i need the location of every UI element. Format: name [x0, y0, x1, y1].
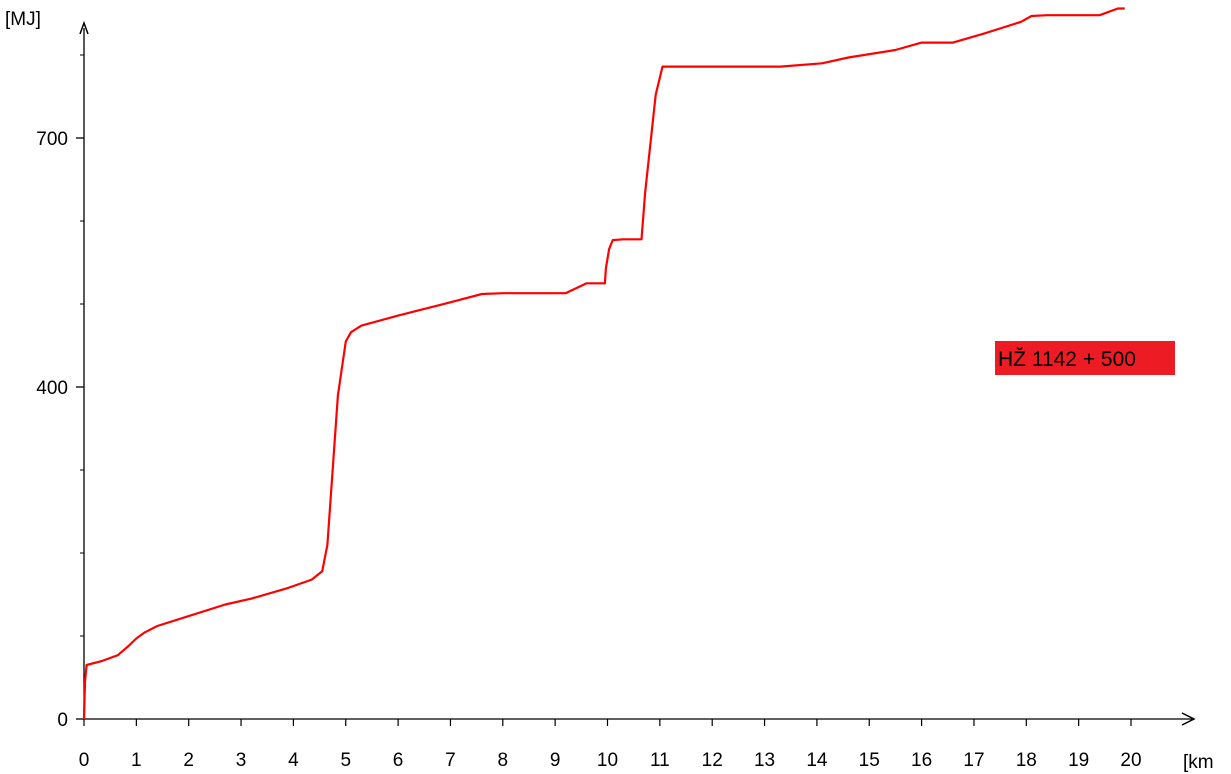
series-line: [82, 7, 1125, 720]
legend-label: HŽ 1142 + 500: [998, 348, 1136, 371]
x-tick-label: 0: [79, 750, 90, 771]
y-major-ticks: [76, 137, 84, 720]
y-tick-labels: 0 400 700: [36, 129, 68, 731]
x-tick-label: 2: [183, 750, 194, 771]
x-tick-label: 14: [806, 750, 828, 771]
x-tick-label: 15: [859, 750, 880, 771]
x-tick-label: 5: [340, 750, 351, 771]
x-tick-label: 4: [288, 750, 299, 771]
x-tick-label: 16: [911, 750, 932, 771]
x-tick-label: 8: [498, 750, 509, 771]
x-axis-arrow: [1181, 712, 1196, 726]
y-axis-unit-label: [MJ]: [5, 9, 41, 30]
y-axis-arrow: [79, 20, 89, 35]
x-tick-label: 12: [702, 750, 723, 771]
x-tick-label: 18: [1016, 750, 1037, 771]
y-tick-label: 0: [57, 710, 68, 731]
x-tick-label: 1: [131, 750, 142, 771]
legend-swatch: [995, 341, 1175, 375]
x-axis-unit-label: [km: [1183, 752, 1214, 773]
x-tick-label: 9: [550, 750, 561, 771]
x-tick-label: 10: [597, 750, 618, 771]
x-tick-label: 11: [650, 750, 670, 771]
y-tick-label: 700: [36, 129, 68, 150]
y-tick-label: 400: [36, 378, 68, 399]
x-tick-label: 3: [236, 750, 247, 771]
x-tick-label: 6: [393, 750, 404, 771]
legend: HŽ 1142 + 500: [995, 341, 1175, 375]
x-tick-label: 13: [754, 750, 775, 771]
x-tick-labels: 0 1 2 3 4 5 6 7 8 9 10 11 12 13 14 15 16 17 18 19 20: [79, 750, 1142, 771]
y-minor-ticks: [80, 54, 84, 637]
x-tick-label: 7: [445, 750, 456, 771]
x-tick-label: 20: [1120, 750, 1141, 771]
x-tick-label: 19: [1068, 750, 1089, 771]
x-tick-label: 17: [963, 750, 984, 771]
x-ticks: [83, 719, 1132, 726]
